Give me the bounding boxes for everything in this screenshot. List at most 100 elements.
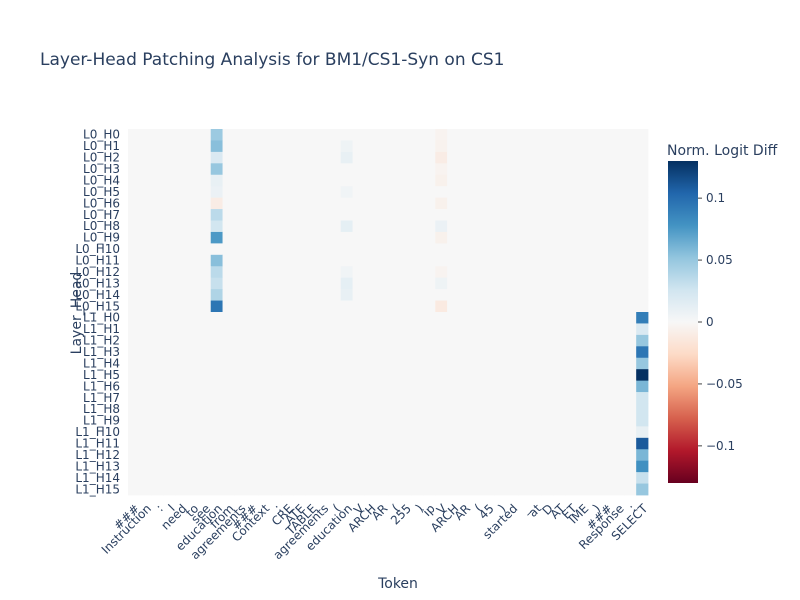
heatmap-cell bbox=[388, 426, 401, 439]
heatmap-cell bbox=[281, 129, 294, 141]
heatmap-cell bbox=[435, 209, 448, 221]
heatmap-cell bbox=[139, 277, 153, 290]
heatmap-cell bbox=[281, 254, 294, 267]
heatmap-cell bbox=[210, 472, 223, 484]
heatmap-cell bbox=[399, 449, 413, 462]
heatmap-cell bbox=[624, 334, 637, 347]
y-tick-label: L0_H4 bbox=[83, 173, 120, 187]
heatmap-cell bbox=[458, 472, 472, 484]
heatmap-cell bbox=[151, 254, 164, 267]
heatmap-cell bbox=[600, 197, 613, 210]
heatmap-cell bbox=[175, 289, 188, 301]
heatmap-cell bbox=[293, 277, 306, 290]
heatmap-cell bbox=[518, 437, 531, 450]
heatmap-cell bbox=[305, 266, 318, 279]
heatmap-cell bbox=[494, 334, 507, 347]
heatmap-cell bbox=[624, 346, 637, 359]
heatmap-cell bbox=[364, 437, 377, 450]
heatmap-cell bbox=[447, 346, 460, 359]
heatmap-cell bbox=[435, 449, 448, 462]
heatmap-cell bbox=[541, 151, 554, 164]
heatmap-cell bbox=[246, 129, 259, 141]
heatmap-cell bbox=[163, 426, 176, 439]
heatmap-cell bbox=[305, 300, 318, 313]
heatmap-cell bbox=[281, 312, 294, 324]
heatmap-cell bbox=[399, 437, 413, 450]
heatmap-cell bbox=[246, 289, 259, 301]
heatmap-cell bbox=[281, 151, 294, 164]
heatmap-cell bbox=[388, 254, 401, 267]
heatmap-cell bbox=[364, 266, 377, 279]
heatmap-cell bbox=[246, 403, 259, 416]
heatmap-cell bbox=[411, 289, 424, 301]
y-tick-label: L1_H4 bbox=[83, 356, 120, 370]
heatmap-cell bbox=[364, 414, 377, 427]
heatmap-cell bbox=[411, 334, 424, 347]
heatmap-cell bbox=[447, 403, 460, 416]
y-axis-title: Layer_Head bbox=[69, 272, 85, 355]
heatmap-cell bbox=[553, 380, 566, 393]
heatmap-cell bbox=[128, 209, 141, 221]
heatmap-cell bbox=[600, 289, 613, 301]
heatmap-cell bbox=[246, 369, 259, 382]
heatmap-cell bbox=[565, 460, 578, 473]
heatmap-cell bbox=[494, 243, 507, 256]
heatmap-cell bbox=[494, 197, 507, 210]
heatmap-cell bbox=[376, 277, 389, 290]
heatmap-cell bbox=[210, 243, 223, 256]
heatmap-cell bbox=[636, 163, 649, 176]
heatmap-cell bbox=[506, 426, 519, 439]
heatmap-cell bbox=[258, 357, 271, 370]
heatmap-cell bbox=[541, 197, 554, 210]
heatmap-cell bbox=[293, 380, 306, 393]
heatmap-cell bbox=[624, 163, 637, 176]
heatmap-cell bbox=[588, 300, 602, 313]
heatmap-cell bbox=[636, 254, 649, 267]
heatmap-cell bbox=[458, 289, 472, 301]
heatmap-cell bbox=[577, 151, 590, 164]
heatmap-cell bbox=[376, 140, 389, 153]
heatmap-cell bbox=[246, 392, 259, 404]
heatmap-cell bbox=[376, 449, 389, 462]
heatmap-cell bbox=[246, 151, 259, 164]
heatmap-cell bbox=[612, 129, 625, 141]
heatmap-cell bbox=[636, 483, 649, 496]
heatmap-cell bbox=[163, 449, 176, 462]
heatmap-cell bbox=[175, 163, 188, 176]
heatmap-cell bbox=[246, 380, 259, 393]
heatmap-cell bbox=[482, 277, 495, 290]
heatmap-cell bbox=[482, 472, 495, 484]
heatmap-cell bbox=[352, 312, 365, 324]
heatmap-cell bbox=[175, 426, 188, 439]
heatmap-cell bbox=[506, 300, 519, 313]
heatmap-cell bbox=[175, 243, 188, 256]
heatmap-cell bbox=[506, 163, 519, 176]
heatmap-cell bbox=[364, 243, 377, 256]
heatmap-cell bbox=[364, 449, 377, 462]
heatmap-cell bbox=[175, 346, 188, 359]
heatmap-cell bbox=[470, 174, 483, 187]
heatmap-cell bbox=[281, 243, 294, 256]
heatmap-cell bbox=[210, 209, 223, 221]
heatmap-cell bbox=[139, 243, 153, 256]
heatmap-cell bbox=[518, 392, 531, 404]
heatmap-cell bbox=[447, 380, 460, 393]
heatmap-cell bbox=[163, 334, 176, 347]
heatmap-cell bbox=[340, 414, 353, 427]
heatmap-cell bbox=[494, 231, 507, 244]
heatmap-cell bbox=[376, 323, 389, 336]
heatmap-cell bbox=[163, 300, 176, 313]
heatmap-cell bbox=[447, 174, 460, 187]
heatmap-cell bbox=[447, 460, 460, 473]
heatmap-cell bbox=[624, 254, 637, 267]
heatmap-cell bbox=[411, 243, 424, 256]
heatmap-cell bbox=[376, 300, 389, 313]
heatmap-cell bbox=[163, 460, 176, 473]
heatmap-cell bbox=[352, 197, 365, 210]
heatmap-cell bbox=[435, 220, 448, 233]
heatmap-cell bbox=[458, 380, 472, 393]
heatmap-cell bbox=[258, 472, 271, 484]
heatmap-cell bbox=[222, 266, 235, 279]
heatmap-cell bbox=[139, 346, 153, 359]
heatmap-cell bbox=[340, 392, 353, 404]
